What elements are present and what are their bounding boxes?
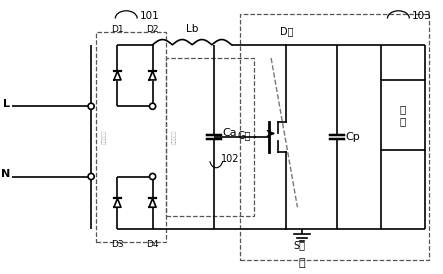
Polygon shape — [149, 198, 156, 207]
Text: D3: D3 — [111, 240, 124, 249]
Text: Ca: Ca — [223, 128, 237, 138]
Text: S极: S极 — [293, 240, 305, 250]
Bar — [241, 14, 429, 260]
Text: 103: 103 — [412, 11, 431, 21]
Text: G极: G极 — [238, 130, 251, 140]
Text: Lb: Lb — [186, 24, 198, 34]
Bar — [96, 32, 166, 242]
Text: 地: 地 — [299, 258, 305, 268]
Text: 101: 101 — [140, 11, 159, 21]
Text: Cp: Cp — [346, 132, 361, 142]
Circle shape — [88, 173, 94, 179]
Text: 负
载: 负 载 — [400, 104, 406, 126]
Polygon shape — [149, 71, 156, 80]
Text: 102: 102 — [221, 154, 239, 164]
Text: N: N — [0, 169, 10, 179]
Text: 电源输出端: 电源输出端 — [172, 130, 177, 144]
Text: D2: D2 — [146, 25, 159, 34]
Polygon shape — [114, 198, 121, 207]
Text: L: L — [3, 99, 10, 109]
Polygon shape — [114, 71, 121, 80]
Text: D4: D4 — [146, 240, 159, 249]
Circle shape — [149, 173, 155, 179]
Bar — [166, 58, 253, 216]
Circle shape — [88, 103, 94, 109]
Text: D极: D极 — [280, 26, 293, 36]
Text: 电源输入端: 电源输入端 — [102, 130, 107, 144]
Circle shape — [149, 103, 155, 109]
Text: D1: D1 — [111, 25, 124, 34]
Bar — [381, 80, 425, 150]
